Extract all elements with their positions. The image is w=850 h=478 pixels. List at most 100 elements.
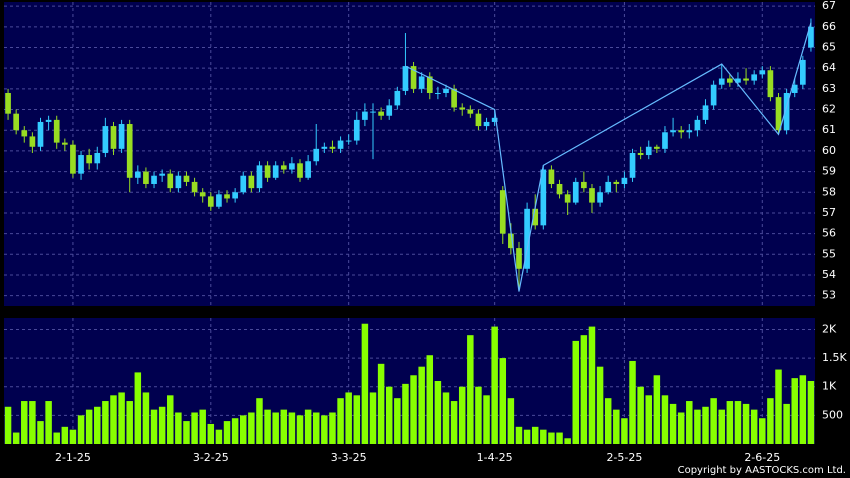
volume-bar: [12, 432, 20, 444]
candle-body: [564, 194, 571, 203]
volume-bar: [240, 415, 247, 444]
candle-body: [45, 119, 52, 122]
y-tick-label: 63: [822, 82, 836, 95]
volume-bar: [677, 412, 685, 444]
candle-body: [718, 78, 725, 85]
volume-bar: [199, 409, 206, 444]
candle-body: [167, 173, 174, 189]
candle-body: [329, 146, 336, 149]
candle-body: [13, 113, 20, 131]
volume-bar: [321, 415, 328, 444]
y-tick-label: 60: [822, 144, 836, 157]
candle-body: [751, 74, 758, 81]
volume-bar: [385, 386, 393, 444]
volume-bar: [621, 418, 628, 444]
volume-bar: [29, 401, 36, 444]
volume-bar: [483, 395, 490, 444]
volume-bar: [377, 363, 385, 444]
volume-bar: [515, 426, 523, 444]
volume-bar: [69, 429, 77, 444]
y-tick-label: 62: [822, 103, 836, 116]
volume-bar: [369, 392, 377, 444]
y-tick-label: 57: [822, 206, 836, 219]
candle-body: [451, 88, 457, 108]
volume-panel: [4, 318, 815, 444]
volume-bar: [353, 395, 361, 444]
volume-bar: [361, 323, 369, 444]
volume-bar: [102, 401, 109, 444]
candle-body: [799, 59, 806, 85]
volume-bar: [118, 392, 125, 444]
volume-bar: [442, 392, 450, 444]
volume-bar: [21, 401, 28, 444]
candle-body: [86, 155, 92, 164]
volume-bar: [491, 326, 498, 444]
candle-body: [645, 146, 652, 156]
candle-body: [581, 181, 587, 189]
volume-bar: [110, 395, 117, 444]
volume-bar: [207, 423, 215, 444]
candle-body: [280, 165, 287, 170]
candle-body: [548, 169, 555, 184]
candle-body: [410, 66, 417, 89]
volume-bar: [312, 412, 320, 444]
candle-body: [199, 192, 206, 197]
candle-body: [572, 181, 579, 203]
candle-body: [216, 194, 222, 207]
candle-body: [475, 113, 482, 127]
candle-body: [191, 181, 198, 193]
volume-bar: [191, 412, 198, 444]
price-panel: [4, 2, 815, 306]
x-tick-label: 1-4-25: [477, 451, 513, 464]
candle-body: [402, 66, 409, 91]
volume-bar: [669, 403, 677, 444]
candle-body: [345, 140, 352, 142]
volume-bar: [296, 415, 304, 444]
volume-bar: [304, 409, 312, 444]
volume-bar: [53, 432, 60, 444]
y-tick-label: 59: [822, 165, 836, 178]
volume-bar: [426, 355, 434, 444]
volume-bar: [434, 381, 442, 444]
candle-body: [102, 126, 109, 153]
volume-bar: [572, 340, 579, 444]
volume-bar: [280, 409, 288, 444]
candle-body: [767, 70, 774, 98]
volume-bar: [661, 395, 669, 444]
volume-bar: [523, 429, 531, 444]
volume-bar: [450, 401, 458, 444]
volume-bar: [458, 386, 466, 444]
volume-bar: [94, 406, 101, 444]
volume-bar: [126, 401, 133, 444]
candle-body: [37, 121, 44, 147]
x-tick-label: 2-1-25: [55, 451, 91, 464]
candle-body: [386, 105, 393, 116]
volume-bar: [231, 418, 239, 444]
candle-body: [743, 78, 749, 81]
candle-body: [621, 177, 628, 184]
volume-bar: [410, 375, 417, 444]
candle-body: [775, 97, 782, 131]
candle-body: [426, 76, 433, 93]
candle-body: [256, 165, 263, 189]
candle-body: [670, 130, 676, 133]
candle-body: [394, 90, 401, 106]
volume-bar: [807, 381, 815, 444]
volume-bar: [540, 429, 547, 444]
volume-bar: [394, 398, 401, 444]
x-tick-label: 2-6-25: [744, 451, 780, 464]
volume-bar: [564, 438, 571, 444]
candle-body: [654, 146, 660, 149]
volume-bar: [734, 401, 742, 444]
candle-body: [118, 124, 125, 149]
volume-bar: [45, 401, 52, 444]
candle-body: [297, 163, 303, 178]
volume-bar: [799, 375, 807, 444]
volume-bar: [718, 409, 725, 444]
volume-bar: [215, 429, 223, 444]
candle-body: [791, 84, 798, 93]
candle-body: [207, 196, 214, 207]
volume-bar: [580, 335, 588, 444]
y-tick-label: 54: [822, 268, 836, 281]
candle-body: [289, 163, 295, 170]
